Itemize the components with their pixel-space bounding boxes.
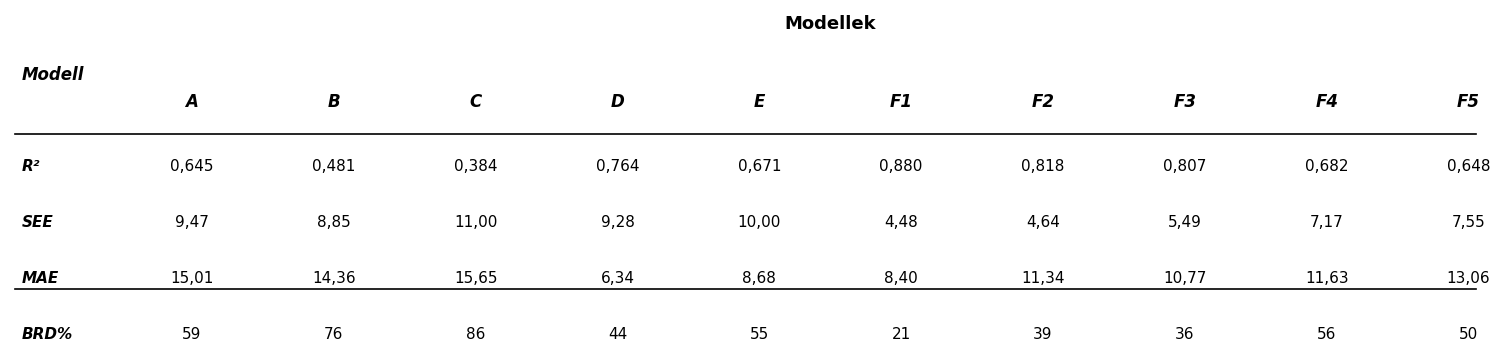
- Text: 4,48: 4,48: [885, 215, 918, 230]
- Text: 14,36: 14,36: [312, 271, 355, 286]
- Text: 11,63: 11,63: [1306, 271, 1349, 286]
- Text: 10,77: 10,77: [1164, 271, 1207, 286]
- Text: 0,645: 0,645: [170, 159, 213, 174]
- Text: A: A: [185, 93, 198, 111]
- Text: 39: 39: [1034, 327, 1053, 341]
- Text: F5: F5: [1458, 93, 1480, 111]
- Text: 0,818: 0,818: [1022, 159, 1065, 174]
- Text: 21: 21: [892, 327, 910, 341]
- Text: 9,28: 9,28: [600, 215, 634, 230]
- Text: 7,17: 7,17: [1310, 215, 1344, 230]
- Text: 13,06: 13,06: [1447, 271, 1491, 286]
- Text: 50: 50: [1459, 327, 1479, 341]
- Text: 0,481: 0,481: [312, 159, 355, 174]
- Text: 10,00: 10,00: [737, 215, 780, 230]
- Text: 0,807: 0,807: [1164, 159, 1207, 174]
- Text: E: E: [753, 93, 765, 111]
- Text: 0,682: 0,682: [1306, 159, 1349, 174]
- Text: C: C: [470, 93, 482, 111]
- Text: 15,01: 15,01: [170, 271, 213, 286]
- Text: 5,49: 5,49: [1168, 215, 1203, 230]
- Text: 4,64: 4,64: [1026, 215, 1059, 230]
- Text: 9,47: 9,47: [175, 215, 209, 230]
- Text: 0,648: 0,648: [1447, 159, 1491, 174]
- Text: Modellek: Modellek: [785, 15, 876, 33]
- Text: 8,40: 8,40: [885, 271, 918, 286]
- Text: 11,00: 11,00: [454, 215, 497, 230]
- Text: R²: R²: [22, 159, 40, 174]
- Text: 0,384: 0,384: [454, 159, 497, 174]
- Text: 8,85: 8,85: [316, 215, 351, 230]
- Text: 0,671: 0,671: [737, 159, 780, 174]
- Text: 56: 56: [1317, 327, 1337, 341]
- Text: 36: 36: [1176, 327, 1195, 341]
- Text: 44: 44: [607, 327, 627, 341]
- Text: 55: 55: [749, 327, 768, 341]
- Text: 11,34: 11,34: [1021, 271, 1065, 286]
- Text: 59: 59: [182, 327, 201, 341]
- Text: 8,68: 8,68: [743, 271, 776, 286]
- Text: F2: F2: [1031, 93, 1055, 111]
- Text: 15,65: 15,65: [454, 271, 497, 286]
- Text: 7,55: 7,55: [1452, 215, 1486, 230]
- Text: 76: 76: [324, 327, 343, 341]
- Text: SEE: SEE: [22, 215, 54, 230]
- Text: D: D: [610, 93, 624, 111]
- Text: MAE: MAE: [22, 271, 60, 286]
- Text: 0,764: 0,764: [595, 159, 639, 174]
- Text: 0,880: 0,880: [879, 159, 924, 174]
- Text: F4: F4: [1316, 93, 1338, 111]
- Text: F1: F1: [889, 93, 913, 111]
- Text: BRD%: BRD%: [22, 327, 73, 341]
- Text: 6,34: 6,34: [600, 271, 634, 286]
- Text: B: B: [327, 93, 340, 111]
- Text: F3: F3: [1173, 93, 1197, 111]
- Text: 86: 86: [466, 327, 485, 341]
- Text: Modell: Modell: [22, 66, 85, 84]
